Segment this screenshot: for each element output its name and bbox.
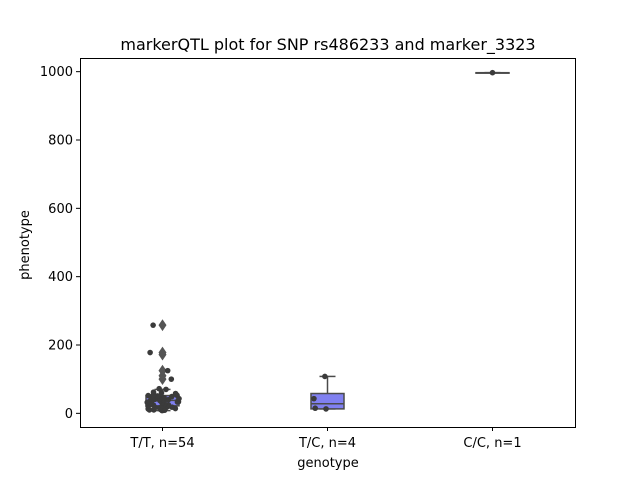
data-point (145, 392, 152, 399)
y-tick-label: 1000 (40, 65, 73, 80)
data-point (489, 69, 496, 76)
data-point (322, 373, 328, 380)
data-point (311, 395, 317, 402)
y-tick-label: 0 (65, 407, 73, 422)
data-point (168, 376, 175, 382)
data-point (172, 390, 179, 397)
x-axis-label: genotype (297, 456, 358, 471)
data-point (161, 394, 167, 401)
outlier-point (158, 346, 167, 359)
outlier-point (158, 319, 167, 332)
data-point (156, 385, 162, 392)
data-point (158, 390, 165, 396)
data-point (147, 349, 153, 356)
data-point (312, 405, 319, 412)
chart-title: markerQTL plot for SNP rs486233 and mark… (120, 35, 535, 55)
y-axis-label: phenotype (18, 210, 33, 280)
x-tick-label: C/C, n=1 (463, 436, 521, 451)
data-point (323, 406, 329, 412)
data-point (150, 322, 156, 328)
y-tick-label: 400 (48, 270, 73, 285)
data-point (168, 393, 175, 400)
data-point (164, 367, 171, 374)
y-tick-label: 800 (48, 134, 73, 149)
data-point (150, 389, 157, 395)
plot-frame (80, 58, 576, 428)
outlier-point (158, 364, 167, 377)
x-tick-label: T/T, n=54 (129, 436, 194, 451)
y-tick-label: 200 (48, 339, 73, 354)
y-tick-label: 600 (48, 202, 73, 217)
x-tick-label: T/C, n=4 (298, 436, 356, 451)
data-point (163, 386, 169, 393)
